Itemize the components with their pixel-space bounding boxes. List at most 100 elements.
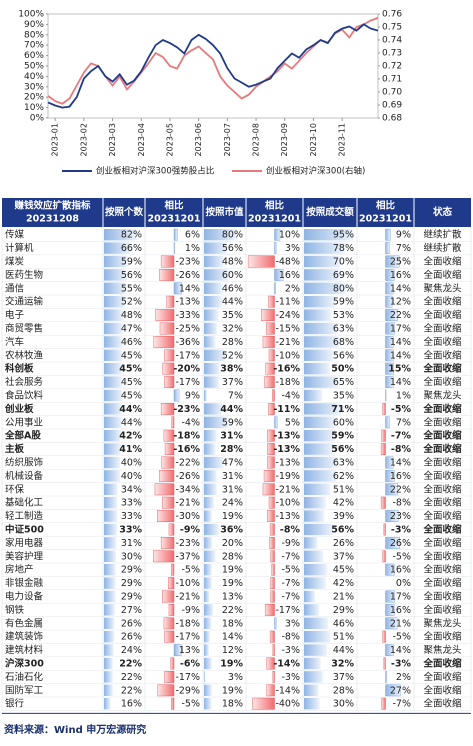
change-bar bbox=[268, 349, 275, 362]
value-bar bbox=[204, 403, 223, 415]
change-bar bbox=[381, 429, 386, 442]
change-bar bbox=[153, 336, 175, 348]
value-bar bbox=[304, 483, 331, 495]
table-cell: 65% bbox=[333, 377, 354, 388]
table-cell: -18% bbox=[275, 377, 300, 388]
table-cell: 55% bbox=[121, 283, 142, 294]
value-bar bbox=[204, 483, 217, 495]
table-cell: 28% bbox=[222, 337, 243, 348]
change-bar bbox=[160, 403, 175, 415]
table-cell: 40% bbox=[121, 471, 142, 482]
table-cell: 有色金属 bbox=[5, 617, 43, 629]
table-cell: 22% bbox=[390, 310, 411, 321]
change-bar bbox=[266, 684, 275, 697]
table-cell: -5% bbox=[182, 699, 201, 710]
table-cell: -5% bbox=[393, 551, 412, 562]
table-cell: 全面收缩 bbox=[422, 524, 462, 536]
table-cell: 28% bbox=[220, 444, 243, 455]
table-cell: 全面收缩 bbox=[423, 376, 462, 388]
table-cell: 5% bbox=[285, 417, 300, 428]
table-cell: -22% bbox=[175, 458, 200, 469]
change-bar bbox=[381, 697, 386, 710]
table-cell: 交通运输 bbox=[5, 296, 44, 308]
change-bar bbox=[168, 604, 175, 616]
change-bar bbox=[267, 510, 275, 522]
table-cell: 2% bbox=[285, 283, 300, 294]
table-cell: 钢铁 bbox=[5, 604, 25, 616]
table-cell: 34% bbox=[121, 484, 142, 495]
change-bar bbox=[385, 309, 398, 321]
value-bar bbox=[304, 671, 324, 683]
table-cell: 聚焦龙头 bbox=[423, 282, 461, 294]
change-bar bbox=[159, 470, 175, 482]
table-cell: -23% bbox=[175, 538, 200, 549]
table-cell: -4% bbox=[182, 417, 201, 428]
value-bar bbox=[304, 296, 335, 308]
change-bar bbox=[274, 242, 277, 254]
value-bar bbox=[104, 698, 111, 710]
change-bar bbox=[160, 255, 175, 268]
table-cell: 46% bbox=[121, 337, 142, 348]
change-bar bbox=[269, 523, 275, 536]
change-bar bbox=[271, 563, 275, 576]
value-bar bbox=[104, 363, 122, 375]
value-bar bbox=[204, 631, 210, 643]
table-cell: -3% bbox=[282, 645, 301, 656]
table-cell: 全面收缩 bbox=[423, 671, 462, 683]
change-bar bbox=[385, 604, 395, 616]
change-bar bbox=[264, 604, 275, 616]
table-cell: 33% bbox=[121, 498, 142, 509]
table-cell: 19% bbox=[222, 565, 243, 576]
value-bar bbox=[104, 456, 120, 469]
table-cell: 全面收缩 bbox=[423, 296, 462, 308]
table-cell: 48% bbox=[121, 310, 142, 321]
table-cell: 22% bbox=[121, 672, 142, 683]
y-tick-label: 30% bbox=[24, 82, 44, 92]
table-cell: 45% bbox=[121, 391, 142, 402]
change-bar bbox=[272, 644, 275, 657]
value-bar bbox=[104, 242, 131, 254]
table-cell: 电力设备 bbox=[5, 591, 44, 603]
table-cell: -7% bbox=[282, 551, 301, 562]
table-cell: -19% bbox=[275, 471, 300, 482]
table-cell: 69% bbox=[333, 270, 354, 281]
y-tick-label: 50% bbox=[24, 62, 44, 72]
change-bar bbox=[274, 416, 278, 429]
table-cell: 传媒 bbox=[5, 229, 25, 241]
table-cell: 38% bbox=[220, 364, 243, 375]
table-cell: 30% bbox=[333, 699, 354, 710]
table-cell: 16% bbox=[279, 270, 300, 281]
change-bar bbox=[274, 282, 276, 295]
change-bar bbox=[385, 362, 394, 375]
change-bar bbox=[159, 322, 175, 335]
value-bar bbox=[204, 510, 212, 522]
change-bar bbox=[274, 228, 281, 241]
table-cell: 22% bbox=[119, 659, 142, 670]
change-bar bbox=[159, 269, 175, 281]
header-cell: 按照成交额 bbox=[306, 206, 354, 218]
table-cell: 全面收缩 bbox=[423, 483, 462, 495]
change-bar bbox=[154, 483, 175, 496]
table-cell: 全面收缩 bbox=[423, 416, 462, 428]
table-cell: 59% bbox=[222, 417, 243, 428]
change-bar bbox=[162, 362, 175, 375]
table-cell: 全面收缩 bbox=[423, 256, 462, 268]
table-cell: -17% bbox=[275, 605, 300, 616]
table-cell: -10% bbox=[275, 498, 300, 509]
value-bar bbox=[104, 644, 114, 656]
change-bar bbox=[385, 282, 394, 295]
table-cell: 全面收缩 bbox=[423, 577, 462, 589]
table-cell: 19% bbox=[222, 685, 243, 696]
table-cell: 全面收缩 bbox=[422, 430, 462, 442]
x-tick-label: 2023-02 bbox=[79, 123, 88, 156]
y-tick-label: 100% bbox=[18, 10, 44, 20]
value-bar bbox=[104, 389, 122, 402]
value-bar bbox=[304, 255, 341, 268]
table-cell: 沪深300 bbox=[5, 658, 44, 670]
change-bar bbox=[385, 295, 393, 308]
table-cell: -4% bbox=[282, 391, 301, 402]
table-cell: 63% bbox=[333, 458, 354, 469]
table-cell: -18% bbox=[175, 618, 200, 629]
table-cell: -16% bbox=[173, 444, 200, 455]
table-cell: 37% bbox=[333, 551, 354, 562]
